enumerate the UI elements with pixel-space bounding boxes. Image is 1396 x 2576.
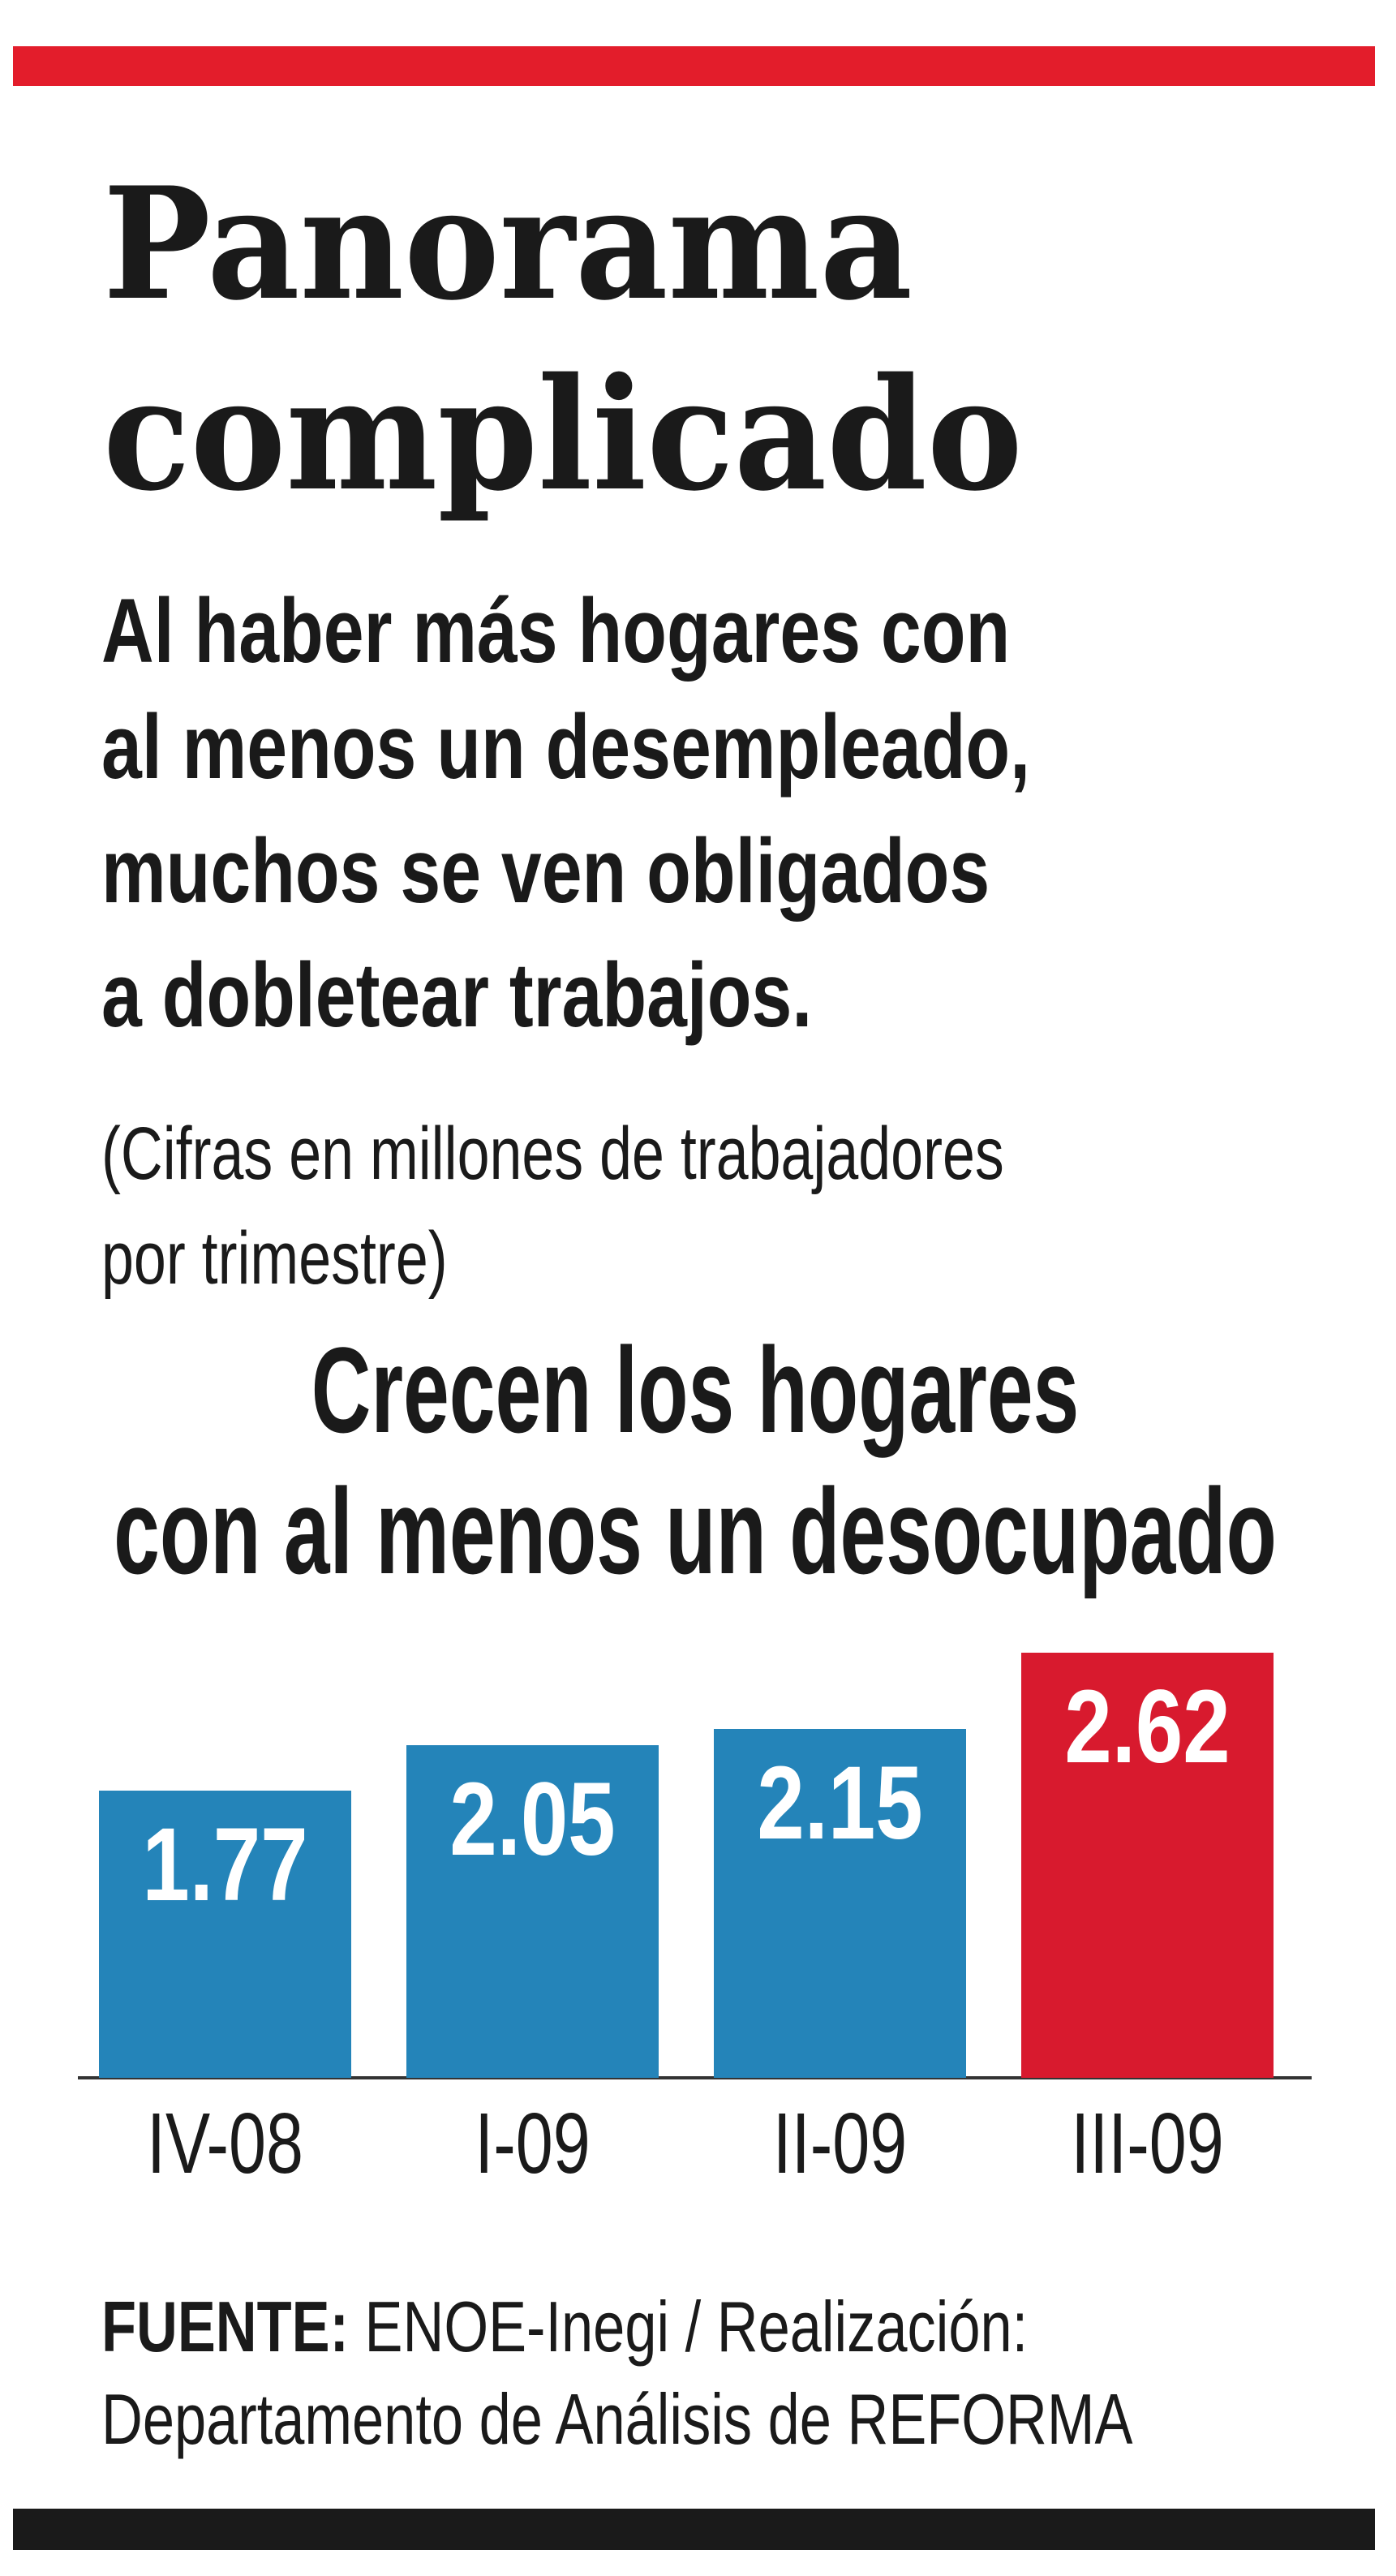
- source-label: FUENTE:: [101, 2286, 349, 2366]
- top-rule: [13, 46, 1375, 86]
- headline: Panorama: [103, 154, 913, 335]
- chart-title: Crecen los hogares: [311, 1323, 1080, 1459]
- source-text: ENOE-Inegi / Realización:: [365, 2286, 1029, 2366]
- source: FUENTE: ENOE-Inegi / Realización:: [101, 2286, 1028, 2366]
- chart-title: con al menos un desocupado: [114, 1464, 1277, 1600]
- bar: [406, 1745, 659, 2078]
- x-tick-label: II-09: [773, 2096, 907, 2191]
- x-tick-label: I-09: [475, 2096, 590, 2191]
- x-tick-label: III-09: [1071, 2096, 1223, 2191]
- subtitle-line: al menos un desempleado,: [101, 697, 1030, 798]
- note-line: (Cifras en millones de trabajadores: [101, 1112, 1004, 1195]
- subtitle-line: a dobletear trabajos.: [101, 945, 812, 1047]
- value-label: 2.05: [449, 1761, 615, 1877]
- value-label: 1.77: [142, 1806, 307, 1922]
- bar: [1021, 1653, 1274, 2078]
- value-label: 2.62: [1064, 1668, 1230, 1784]
- note-line: por trimestre): [101, 1216, 448, 1300]
- bottom-rule: [13, 2509, 1375, 2550]
- subtitle-line: Al haber más hogares con: [101, 581, 1010, 682]
- value-label: 2.15: [757, 1744, 922, 1860]
- x-tick-label: IV-08: [147, 2096, 303, 2191]
- subtitle-line: muchos se ven obligados: [101, 821, 990, 922]
- headline: complicado: [103, 345, 1023, 526]
- bar: [99, 1791, 351, 2078]
- bar: [714, 1729, 966, 2078]
- credit: Departamento de Análisis de REFORMA: [101, 2379, 1132, 2458]
